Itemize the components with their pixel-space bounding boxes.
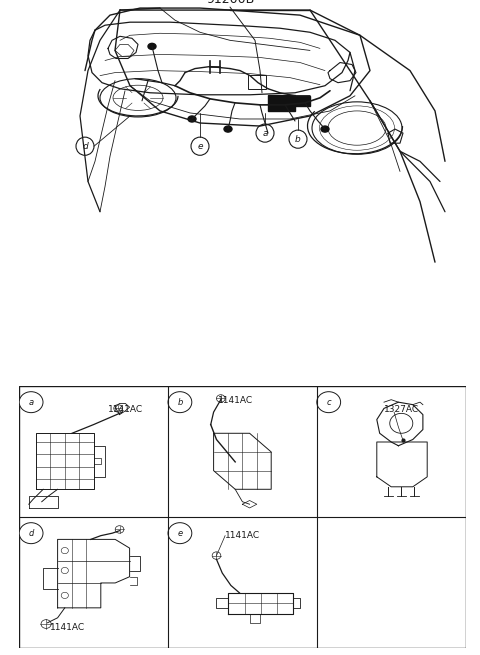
Polygon shape (285, 96, 310, 106)
Circle shape (256, 124, 274, 142)
Circle shape (168, 523, 192, 544)
Text: d: d (28, 529, 34, 538)
Text: 1141AC: 1141AC (225, 531, 260, 540)
Circle shape (19, 523, 43, 544)
Circle shape (168, 392, 192, 413)
Ellipse shape (224, 126, 232, 132)
Circle shape (191, 137, 209, 155)
Text: c: c (326, 398, 331, 407)
Text: 91200B: 91200B (206, 0, 254, 6)
Text: 1327AC: 1327AC (384, 405, 419, 414)
Text: 1141AC: 1141AC (217, 396, 253, 405)
Circle shape (317, 392, 341, 413)
Ellipse shape (188, 116, 196, 122)
Bar (248, 75, 266, 88)
Ellipse shape (321, 126, 329, 132)
Text: a: a (262, 128, 268, 138)
Text: a: a (28, 398, 34, 407)
Text: e: e (177, 529, 182, 538)
Text: b: b (295, 135, 301, 143)
Text: e: e (197, 141, 203, 151)
Circle shape (76, 137, 94, 155)
Circle shape (289, 130, 307, 148)
Text: b: b (177, 398, 182, 407)
Text: d: d (82, 141, 88, 151)
Polygon shape (268, 95, 295, 111)
Ellipse shape (148, 43, 156, 49)
Text: 1141AC: 1141AC (50, 623, 85, 632)
Text: 1141AC: 1141AC (108, 405, 143, 414)
Circle shape (19, 392, 43, 413)
